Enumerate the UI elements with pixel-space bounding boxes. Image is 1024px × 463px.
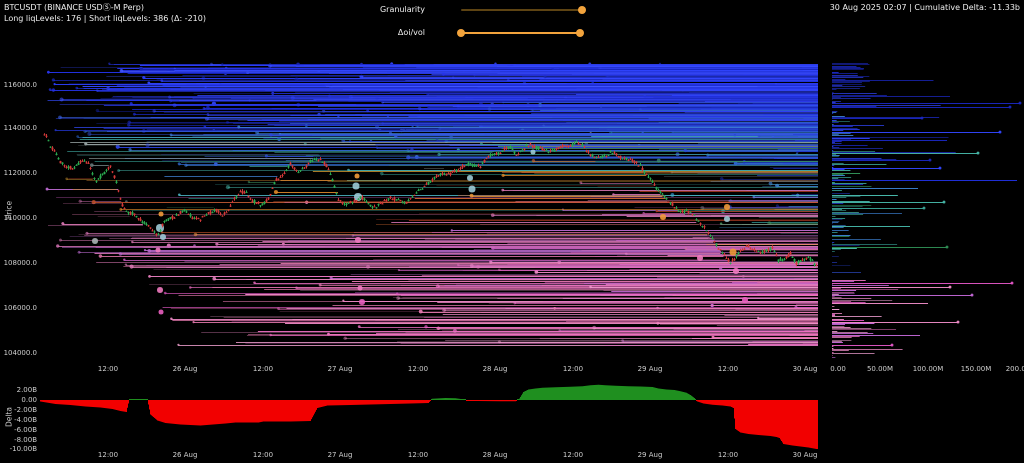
- delta-time-tick-label: 27 Aug: [327, 451, 353, 459]
- price-tick-label: 110000.0: [3, 214, 37, 222]
- delta-tick-label: -10.00B: [9, 445, 37, 453]
- liq-volume-tick-label: 200.00M: [1005, 365, 1024, 373]
- liq-volume-tick-label: 150.00M: [960, 365, 992, 373]
- price-tick-label: 106000.0: [3, 304, 37, 312]
- delta-time-tick-label: 12:00: [97, 451, 119, 459]
- price-tick-label: 116000.0: [3, 81, 37, 89]
- delta-tick-label: 0.00: [21, 396, 37, 404]
- liq-volume-tick-label: 50.00M: [866, 365, 894, 373]
- price-tick-label: 112000.0: [3, 169, 37, 177]
- oi-vol-slider-track[interactable]: [461, 32, 580, 34]
- delta-time-tick-label: 12:00: [717, 451, 739, 459]
- oi-vol-slider-handle-left[interactable]: [457, 29, 465, 37]
- symbol-title: BTCUSDT (BINANCE USDⓈ-M Perp): [4, 3, 144, 12]
- delta-time-tick-label: 30 Aug: [792, 451, 818, 459]
- delta-tick-label: 2.00B: [16, 386, 37, 394]
- liq-levels-summary: Long liqLevels: 176 | Short liqLevels: 3…: [4, 14, 206, 23]
- delta-tick-label: -6.00B: [14, 426, 37, 434]
- time-tick-label: 26 Aug: [172, 365, 198, 373]
- delta-time-tick-label: 12:00: [407, 451, 429, 459]
- time-tick-label: 27 Aug: [327, 365, 353, 373]
- liquidation-volume-profile[interactable]: [828, 62, 1024, 358]
- time-tick-label: 28 Aug: [482, 365, 508, 373]
- time-tick-label: 29 Aug: [637, 365, 663, 373]
- time-tick-label: 12:00: [717, 365, 739, 373]
- oi-vol-slider-handle-right[interactable]: [576, 29, 584, 37]
- price-tick-label: 108000.0: [3, 259, 37, 267]
- delta-time-tick-label: 28 Aug: [482, 451, 508, 459]
- price-tick-label: 104000.0: [3, 349, 37, 357]
- liq-volume-tick-label: 0.00: [830, 365, 846, 373]
- delta-tick-label: -2.00B: [14, 406, 37, 414]
- price-tick-label: 114000.0: [3, 124, 37, 132]
- delta-time-tick-label: 29 Aug: [637, 451, 663, 459]
- delta-tick-label: -4.00B: [14, 416, 37, 424]
- time-tick-label: 12:00: [562, 365, 584, 373]
- liq-volume-tick-label: 100.00M: [912, 365, 944, 373]
- granularity-slider-label: Granularity: [379, 5, 425, 14]
- time-tick-label: 12:00: [97, 365, 119, 373]
- timestamp-cumulative-delta: 30 Aug 2025 02:07 | Cumulative Delta: -1…: [829, 3, 1020, 12]
- granularity-slider-handle[interactable]: [578, 6, 586, 14]
- time-tick-label: 12:00: [252, 365, 274, 373]
- time-tick-label: 12:00: [407, 365, 429, 373]
- price-liquidation-chart[interactable]: [40, 62, 818, 358]
- granularity-slider-track[interactable]: [461, 9, 582, 11]
- time-tick-label: 30 Aug: [792, 365, 818, 373]
- delta-area-chart[interactable]: [40, 383, 818, 451]
- delta-time-tick-label: 12:00: [252, 451, 274, 459]
- oi-vol-slider-label: Δoi/vol: [397, 28, 425, 37]
- delta-time-tick-label: 12:00: [562, 451, 584, 459]
- delta-tick-label: -8.00B: [14, 436, 37, 444]
- delta-time-tick-label: 26 Aug: [172, 451, 198, 459]
